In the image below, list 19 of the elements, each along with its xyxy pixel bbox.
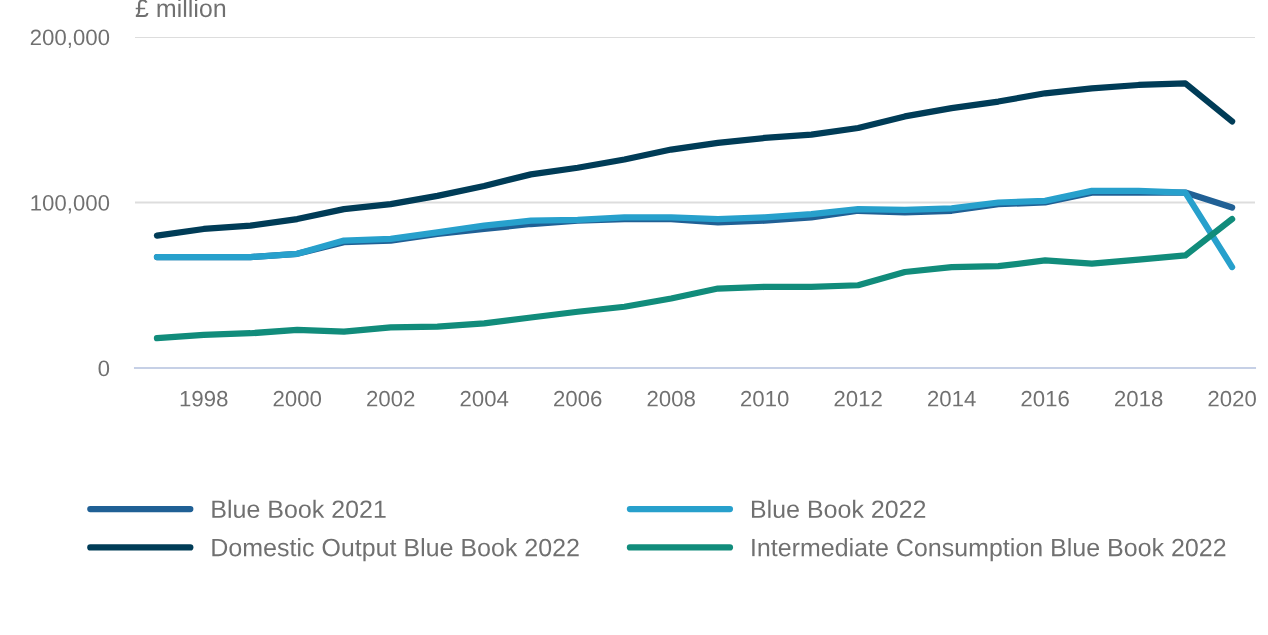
x-tick-label: 2000 bbox=[273, 390, 322, 407]
x-tick-label: 2002 bbox=[367, 390, 415, 407]
x-tick-label: 2008 bbox=[647, 390, 695, 407]
x-tick-label: 2006 bbox=[554, 390, 602, 407]
x-tick-label: 2012 bbox=[834, 390, 882, 407]
y-tick-label: 0 bbox=[98, 360, 110, 377]
x-tick-label: 2018 bbox=[1115, 390, 1163, 407]
x-tick-label: 2004 bbox=[460, 390, 509, 407]
y-tick-label: 100,000 bbox=[31, 195, 110, 214]
x-tick-label: 2016 bbox=[1021, 390, 1069, 407]
legend-label: Domestic Output Blue Book 2022 bbox=[212, 538, 579, 562]
y-tick-label: 200,000 bbox=[30, 29, 110, 48]
legend-label: Intermediate Consumption Blue Book 2022 bbox=[752, 538, 1226, 562]
x-tick-label: 2020 bbox=[1208, 390, 1256, 407]
x-tick-label: 2014 bbox=[928, 390, 976, 407]
legend-label: Blue Book 2021 bbox=[212, 499, 386, 519]
x-tick-label: 2010 bbox=[741, 390, 789, 407]
x-tick-label: 1998 bbox=[180, 390, 228, 407]
legend-label: Blue Book 2022 bbox=[751, 499, 926, 519]
